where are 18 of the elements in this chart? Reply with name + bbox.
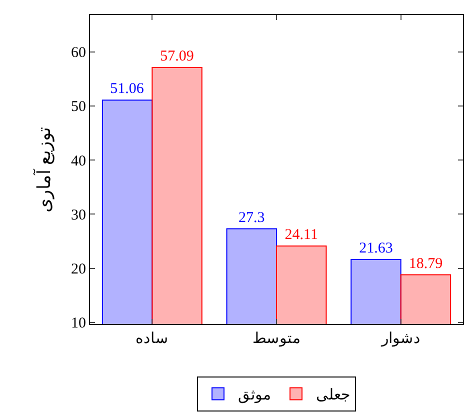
legend-label: موثق bbox=[238, 388, 271, 404]
y-tick-label: 60 bbox=[71, 45, 86, 62]
x-tick-label: دشوار bbox=[380, 331, 420, 347]
data-label: 57.09 bbox=[160, 48, 194, 65]
data-label: 21.63 bbox=[359, 240, 393, 256]
data-label: 18.79 bbox=[408, 256, 443, 272]
data-label: 27.3 bbox=[238, 210, 265, 226]
data-label: 51.06 bbox=[110, 81, 144, 98]
y-tick-label: 10 bbox=[71, 316, 86, 332]
y-tick-label: 50 bbox=[71, 99, 86, 116]
y-tick-label: 20 bbox=[71, 262, 86, 278]
y-axis-title: توزیع آماری bbox=[33, 126, 56, 212]
y-tick-label: 40 bbox=[71, 153, 86, 170]
legend-label: جعلی bbox=[316, 388, 350, 404]
x-tick-label: ساده bbox=[136, 331, 169, 347]
x-tick-label: متوسط bbox=[252, 331, 300, 347]
y-tick-label: 30 bbox=[71, 207, 86, 224]
data-label: 24.11 bbox=[284, 227, 318, 244]
